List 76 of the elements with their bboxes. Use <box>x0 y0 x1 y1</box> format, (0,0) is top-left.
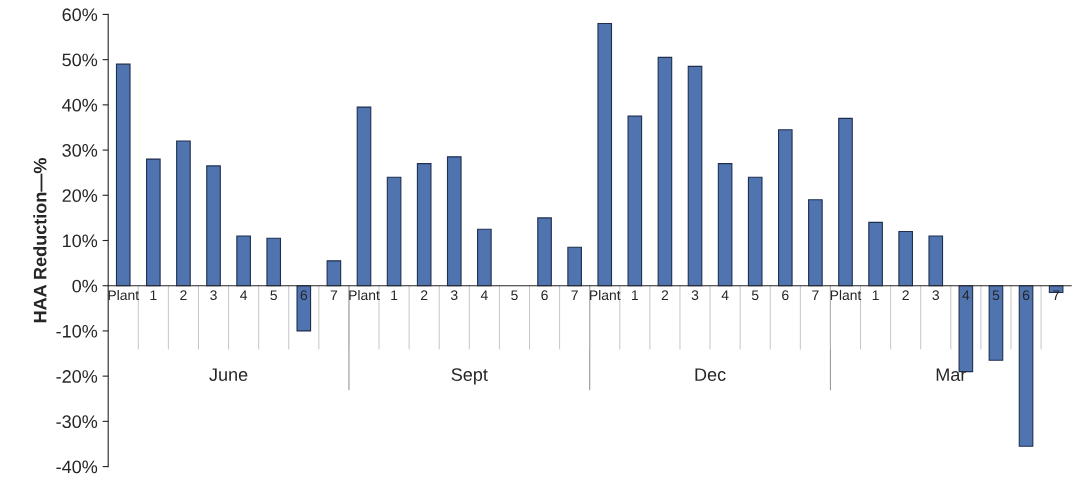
x-tick-label: 6 <box>541 290 548 301</box>
bar <box>808 199 823 287</box>
y-tick-label: 40% <box>62 98 98 112</box>
bar <box>988 285 1004 361</box>
y-tick-label: 0% <box>72 279 98 293</box>
x-tick-label: 7 <box>812 290 819 300</box>
x-tick-label: 4 <box>962 290 970 300</box>
annotation: June <box>209 368 248 381</box>
x-tick-label: 1 <box>150 290 157 300</box>
bar <box>416 163 432 287</box>
x-tick-label: 5 <box>751 290 759 301</box>
bar <box>146 158 161 287</box>
y-tick-label: -40% <box>56 460 98 474</box>
x-tick-label: 6 <box>782 290 789 301</box>
y-tick-label: 20% <box>62 189 98 203</box>
bar <box>296 285 312 332</box>
x-tick-label: 7 <box>330 290 338 300</box>
y-tick-label: -10% <box>56 324 98 338</box>
y-tick-label: 10% <box>63 234 98 248</box>
bar <box>446 156 462 287</box>
bar <box>687 65 703 287</box>
bar <box>326 260 342 287</box>
y-tick-label: -30% <box>56 415 98 429</box>
bar <box>627 115 643 287</box>
x-tick-label: 2 <box>902 290 909 300</box>
x-tick-label: 1 <box>391 290 398 300</box>
y-tick-label: 50% <box>62 53 98 67</box>
x-tick-label: 1 <box>872 290 879 300</box>
x-tick-label: 7 <box>1052 290 1060 300</box>
bar <box>717 163 733 287</box>
bar <box>176 140 191 287</box>
x-tick-label: 3 <box>691 290 699 301</box>
bar <box>115 63 131 287</box>
bar <box>386 176 402 287</box>
x-tick-label: 1 <box>632 290 639 300</box>
bar <box>747 176 763 287</box>
bar <box>356 106 372 287</box>
x-tick-label: 2 <box>180 290 187 300</box>
bar <box>898 230 913 287</box>
x-tick-label: 3 <box>932 290 940 301</box>
x-tick-label: 3 <box>210 290 217 301</box>
x-tick-label: 4 <box>240 290 248 300</box>
annotation: Sept <box>451 368 488 385</box>
bar <box>206 165 221 287</box>
bar <box>597 22 613 287</box>
y-tick-label: 60% <box>62 8 98 22</box>
bar <box>1018 285 1034 447</box>
x-tick-label: 4 <box>721 290 729 300</box>
x-tick-label: Plant <box>830 289 862 301</box>
x-tick-label: Plant <box>590 289 621 301</box>
x-tick-label: 3 <box>450 290 458 301</box>
x-tick-label: 4 <box>480 290 488 300</box>
x-tick-label: 5 <box>511 290 518 301</box>
bar <box>657 56 673 287</box>
annotation: Mar <box>936 368 967 381</box>
x-tick-label: 7 <box>571 290 578 300</box>
bar <box>266 237 282 287</box>
x-tick-label: 2 <box>661 290 669 300</box>
bar <box>868 221 883 287</box>
bar <box>537 217 552 287</box>
x-tick-label: 5 <box>992 290 1000 301</box>
bar <box>777 129 793 287</box>
y-tick-label: -20% <box>56 370 98 383</box>
bar <box>838 117 853 287</box>
bar <box>477 228 492 287</box>
bar <box>928 235 944 287</box>
x-tick-label: 5 <box>270 290 277 301</box>
bar <box>567 246 582 287</box>
x-tick-label: Plant <box>349 289 380 301</box>
x-tick-label: 6 <box>300 290 308 301</box>
y-axis-title: HAA Reduction—% <box>33 158 47 323</box>
x-tick-label: 6 <box>1022 290 1030 301</box>
x-tick-label: 2 <box>421 290 428 300</box>
y-tick-label: 30% <box>62 144 98 157</box>
bar <box>236 235 251 287</box>
annotation: Dec <box>695 368 726 381</box>
